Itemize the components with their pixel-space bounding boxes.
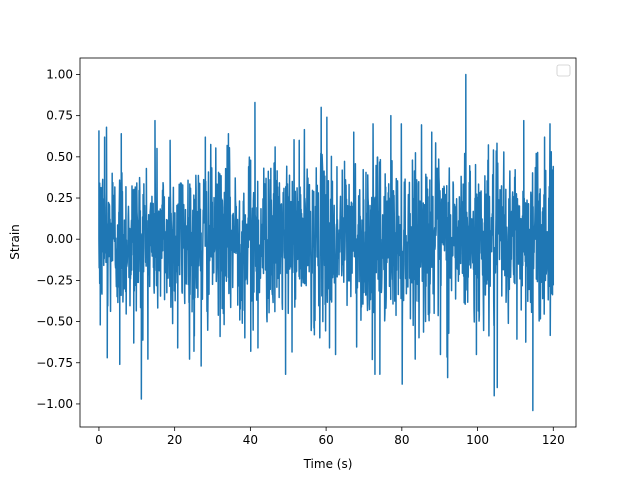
x-tick-label: 20 — [167, 433, 182, 447]
y-axis-title: Strain — [8, 224, 22, 260]
x-tick-label: 100 — [466, 433, 489, 447]
strain-series-line — [98, 73, 555, 412]
x-axis: 0 20 40 60 80 100 120 — [95, 427, 565, 447]
y-axis: −1.00 −0.75 −0.50 −0.25 0.00 0.25 0.50 0.75 1.00 — [36, 67, 80, 411]
x-tick-label: 80 — [394, 433, 409, 447]
plot-frame — [79, 57, 577, 428]
legend-box — [556, 64, 571, 77]
x-tick-label: 60 — [318, 433, 333, 447]
y-tick-label: 0.50 — [46, 150, 73, 164]
y-tick-label: 0.00 — [46, 232, 73, 246]
y-tick-label: 0.75 — [46, 109, 73, 123]
y-tick-label: −0.25 — [36, 273, 73, 287]
x-tick-label: 40 — [243, 433, 258, 447]
y-tick-label: 0.25 — [46, 191, 73, 205]
series-layer — [98, 73, 555, 412]
x-tick-label: 0 — [95, 433, 103, 447]
y-tick-label: 1.00 — [46, 67, 73, 81]
y-tick-label: −0.75 — [36, 356, 73, 370]
y-tick-label: −1.00 — [36, 397, 73, 411]
x-axis-title: Time (s) — [303, 457, 353, 471]
x-tick-label: 120 — [542, 433, 565, 447]
y-tick-label: −0.50 — [36, 315, 73, 329]
